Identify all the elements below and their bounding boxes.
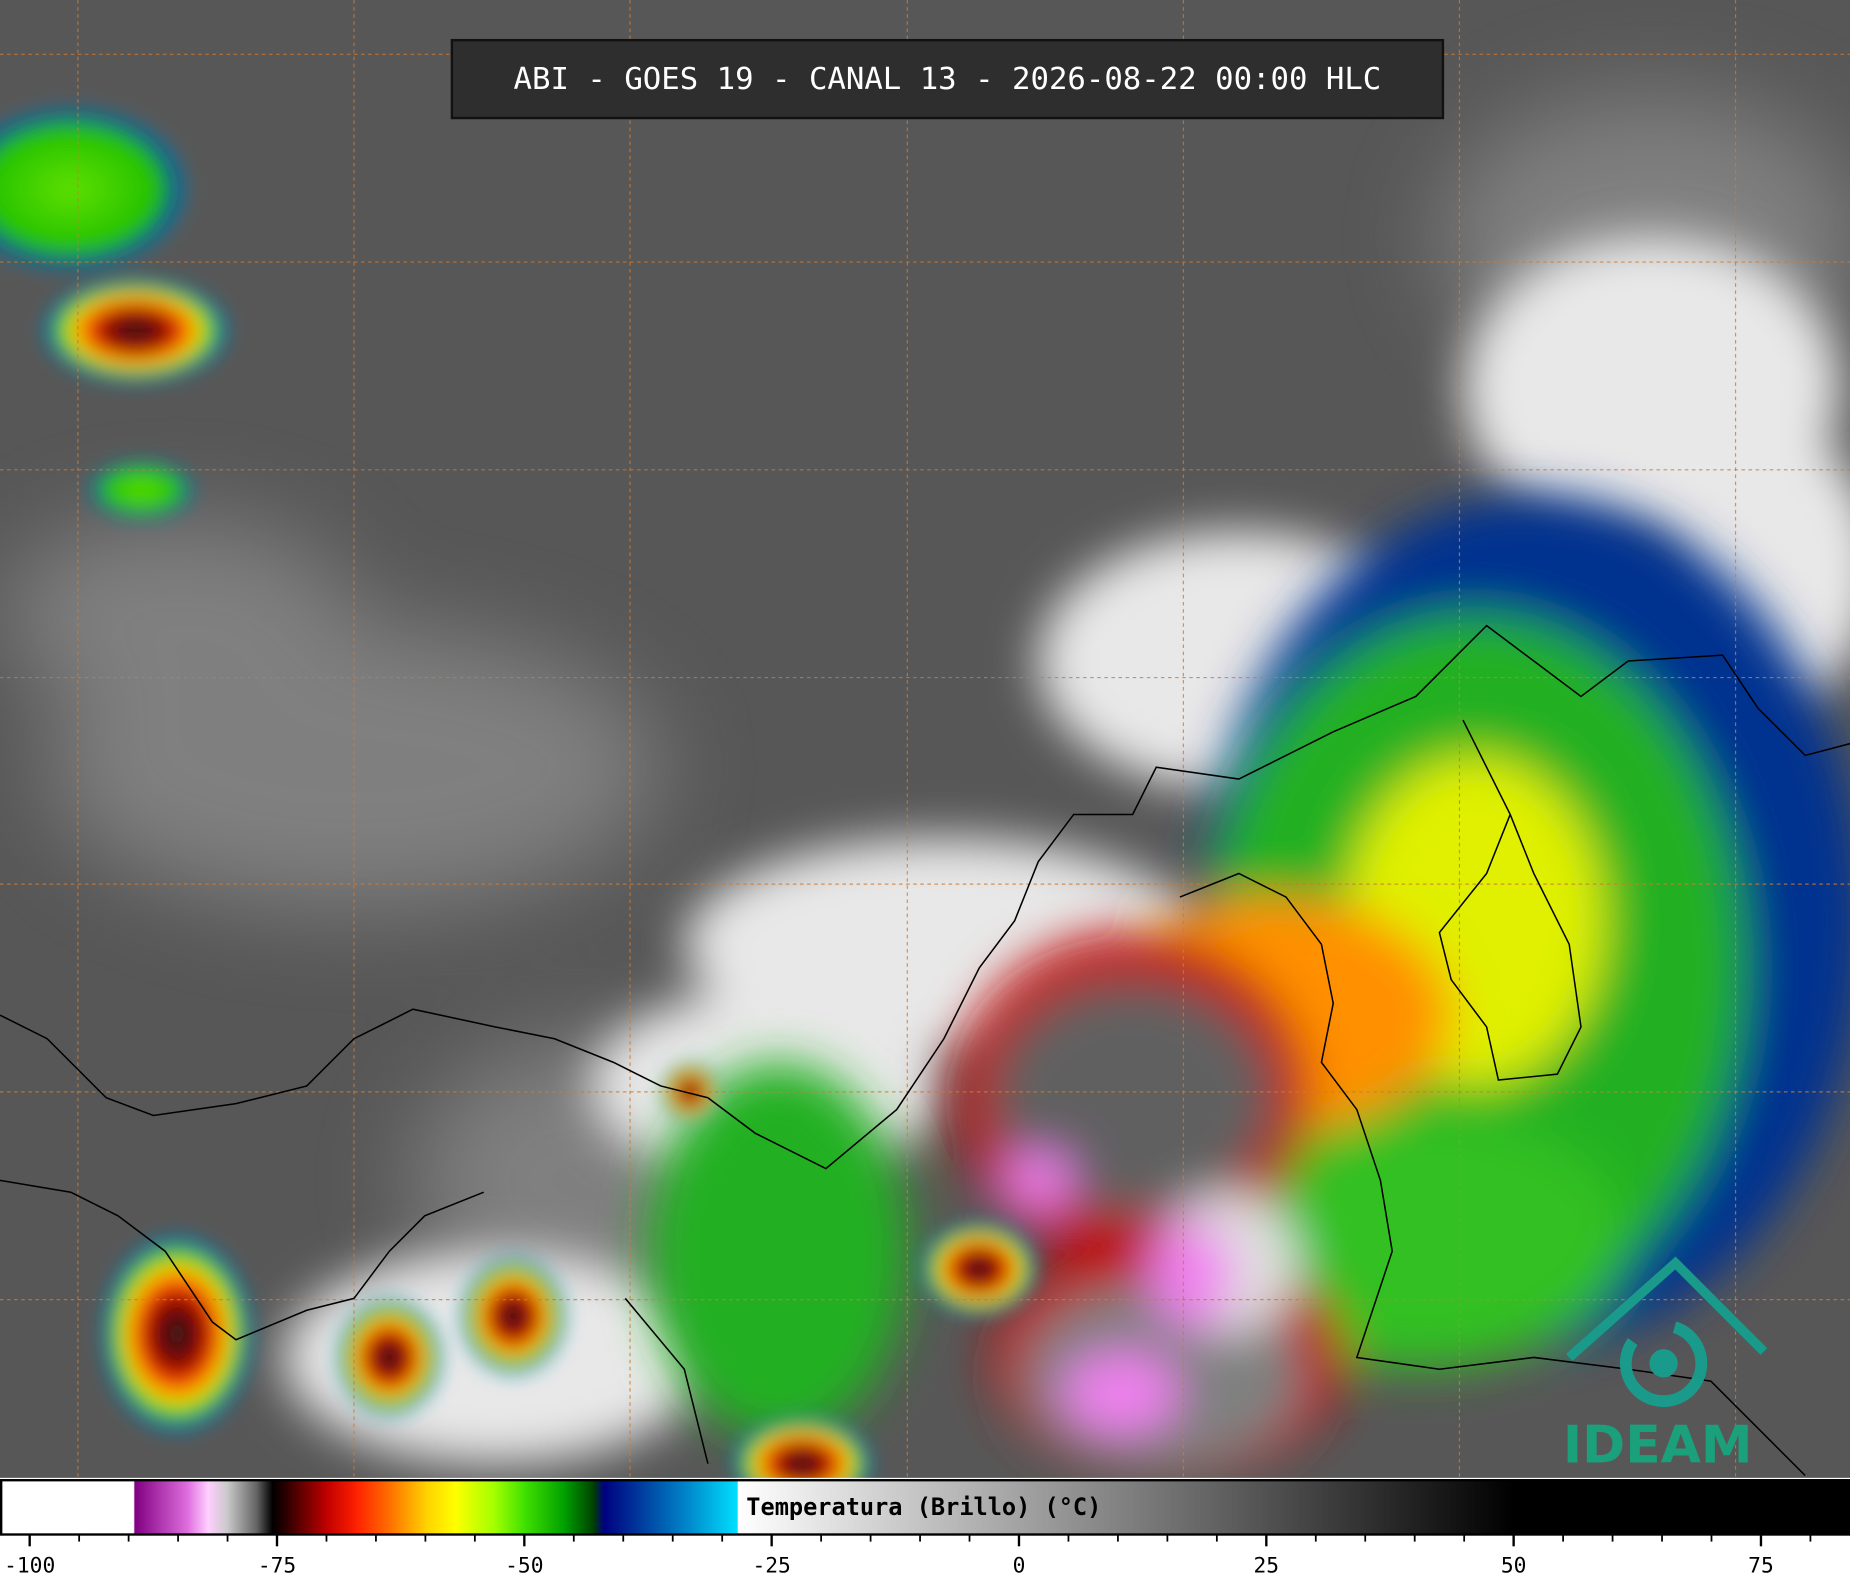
colorbar-segment: [455, 1480, 496, 1535]
tick-label: 50: [1501, 1553, 1527, 1577]
logo-roof: [1566, 1256, 1768, 1361]
tick-label: -50: [505, 1553, 543, 1577]
logo-text: IDEAM: [1563, 1415, 1753, 1475]
colorbar-segment: [593, 1480, 605, 1535]
colorbar-segment: [643, 1480, 694, 1535]
colorbar-segment: [227, 1480, 258, 1535]
tick-label: -100: [4, 1553, 55, 1577]
tick-label: 75: [1748, 1553, 1774, 1577]
colorbar: [0, 1480, 1850, 1547]
colorbar-segment: [0, 1480, 135, 1535]
title: ABI - GOES 19 - CANAL 13 - 2026-08-22 00…: [514, 62, 1382, 97]
logo-swirl: [1619, 1319, 1708, 1408]
colorbar-segment: [524, 1480, 565, 1535]
colorbar-segment: [738, 1480, 1515, 1535]
colorbar-segment: [737, 1480, 739, 1535]
colorbar-segment: [494, 1480, 526, 1535]
logo: IDEAM: [1563, 1256, 1768, 1475]
colorbar-segment: [603, 1480, 644, 1535]
colorbar-segment: [207, 1480, 229, 1535]
title-box: ABI - GOES 19 - CANAL 13 - 2026-08-22 00…: [450, 38, 1445, 120]
colorbar-segment: [326, 1480, 357, 1535]
tick-label: 25: [1254, 1553, 1280, 1577]
colorbar-frame: [0, 1479, 1850, 1536]
colorbar-label: Temperatura (Brillo) (°C): [746, 1493, 1101, 1521]
tick-label: -25: [752, 1553, 790, 1577]
colorbar-segment: [257, 1480, 273, 1535]
tick-label: -75: [258, 1553, 296, 1577]
graticule: [0, 0, 1850, 1478]
colorbar-segment: [286, 1480, 328, 1535]
colorbar-segment: [425, 1480, 456, 1535]
colorbar-segment: [692, 1480, 738, 1535]
colorbar-segment: [395, 1480, 427, 1535]
colorbar-segment: [356, 1480, 397, 1535]
title-background: [450, 38, 1445, 120]
colorbar-segment: [272, 1480, 288, 1535]
tick-label: 0: [1013, 1553, 1026, 1577]
logo-eye: [1649, 1349, 1678, 1378]
satellite-image: [0, 94, 1850, 1511]
colorbar-segment: [134, 1480, 189, 1535]
colorbar-segment: [133, 1480, 136, 1535]
colorbar-segment: [1513, 1480, 1850, 1535]
coastlines: [0, 624, 1850, 1477]
colorbar-segment: [563, 1480, 595, 1535]
colorbar-segment: [187, 1480, 209, 1535]
